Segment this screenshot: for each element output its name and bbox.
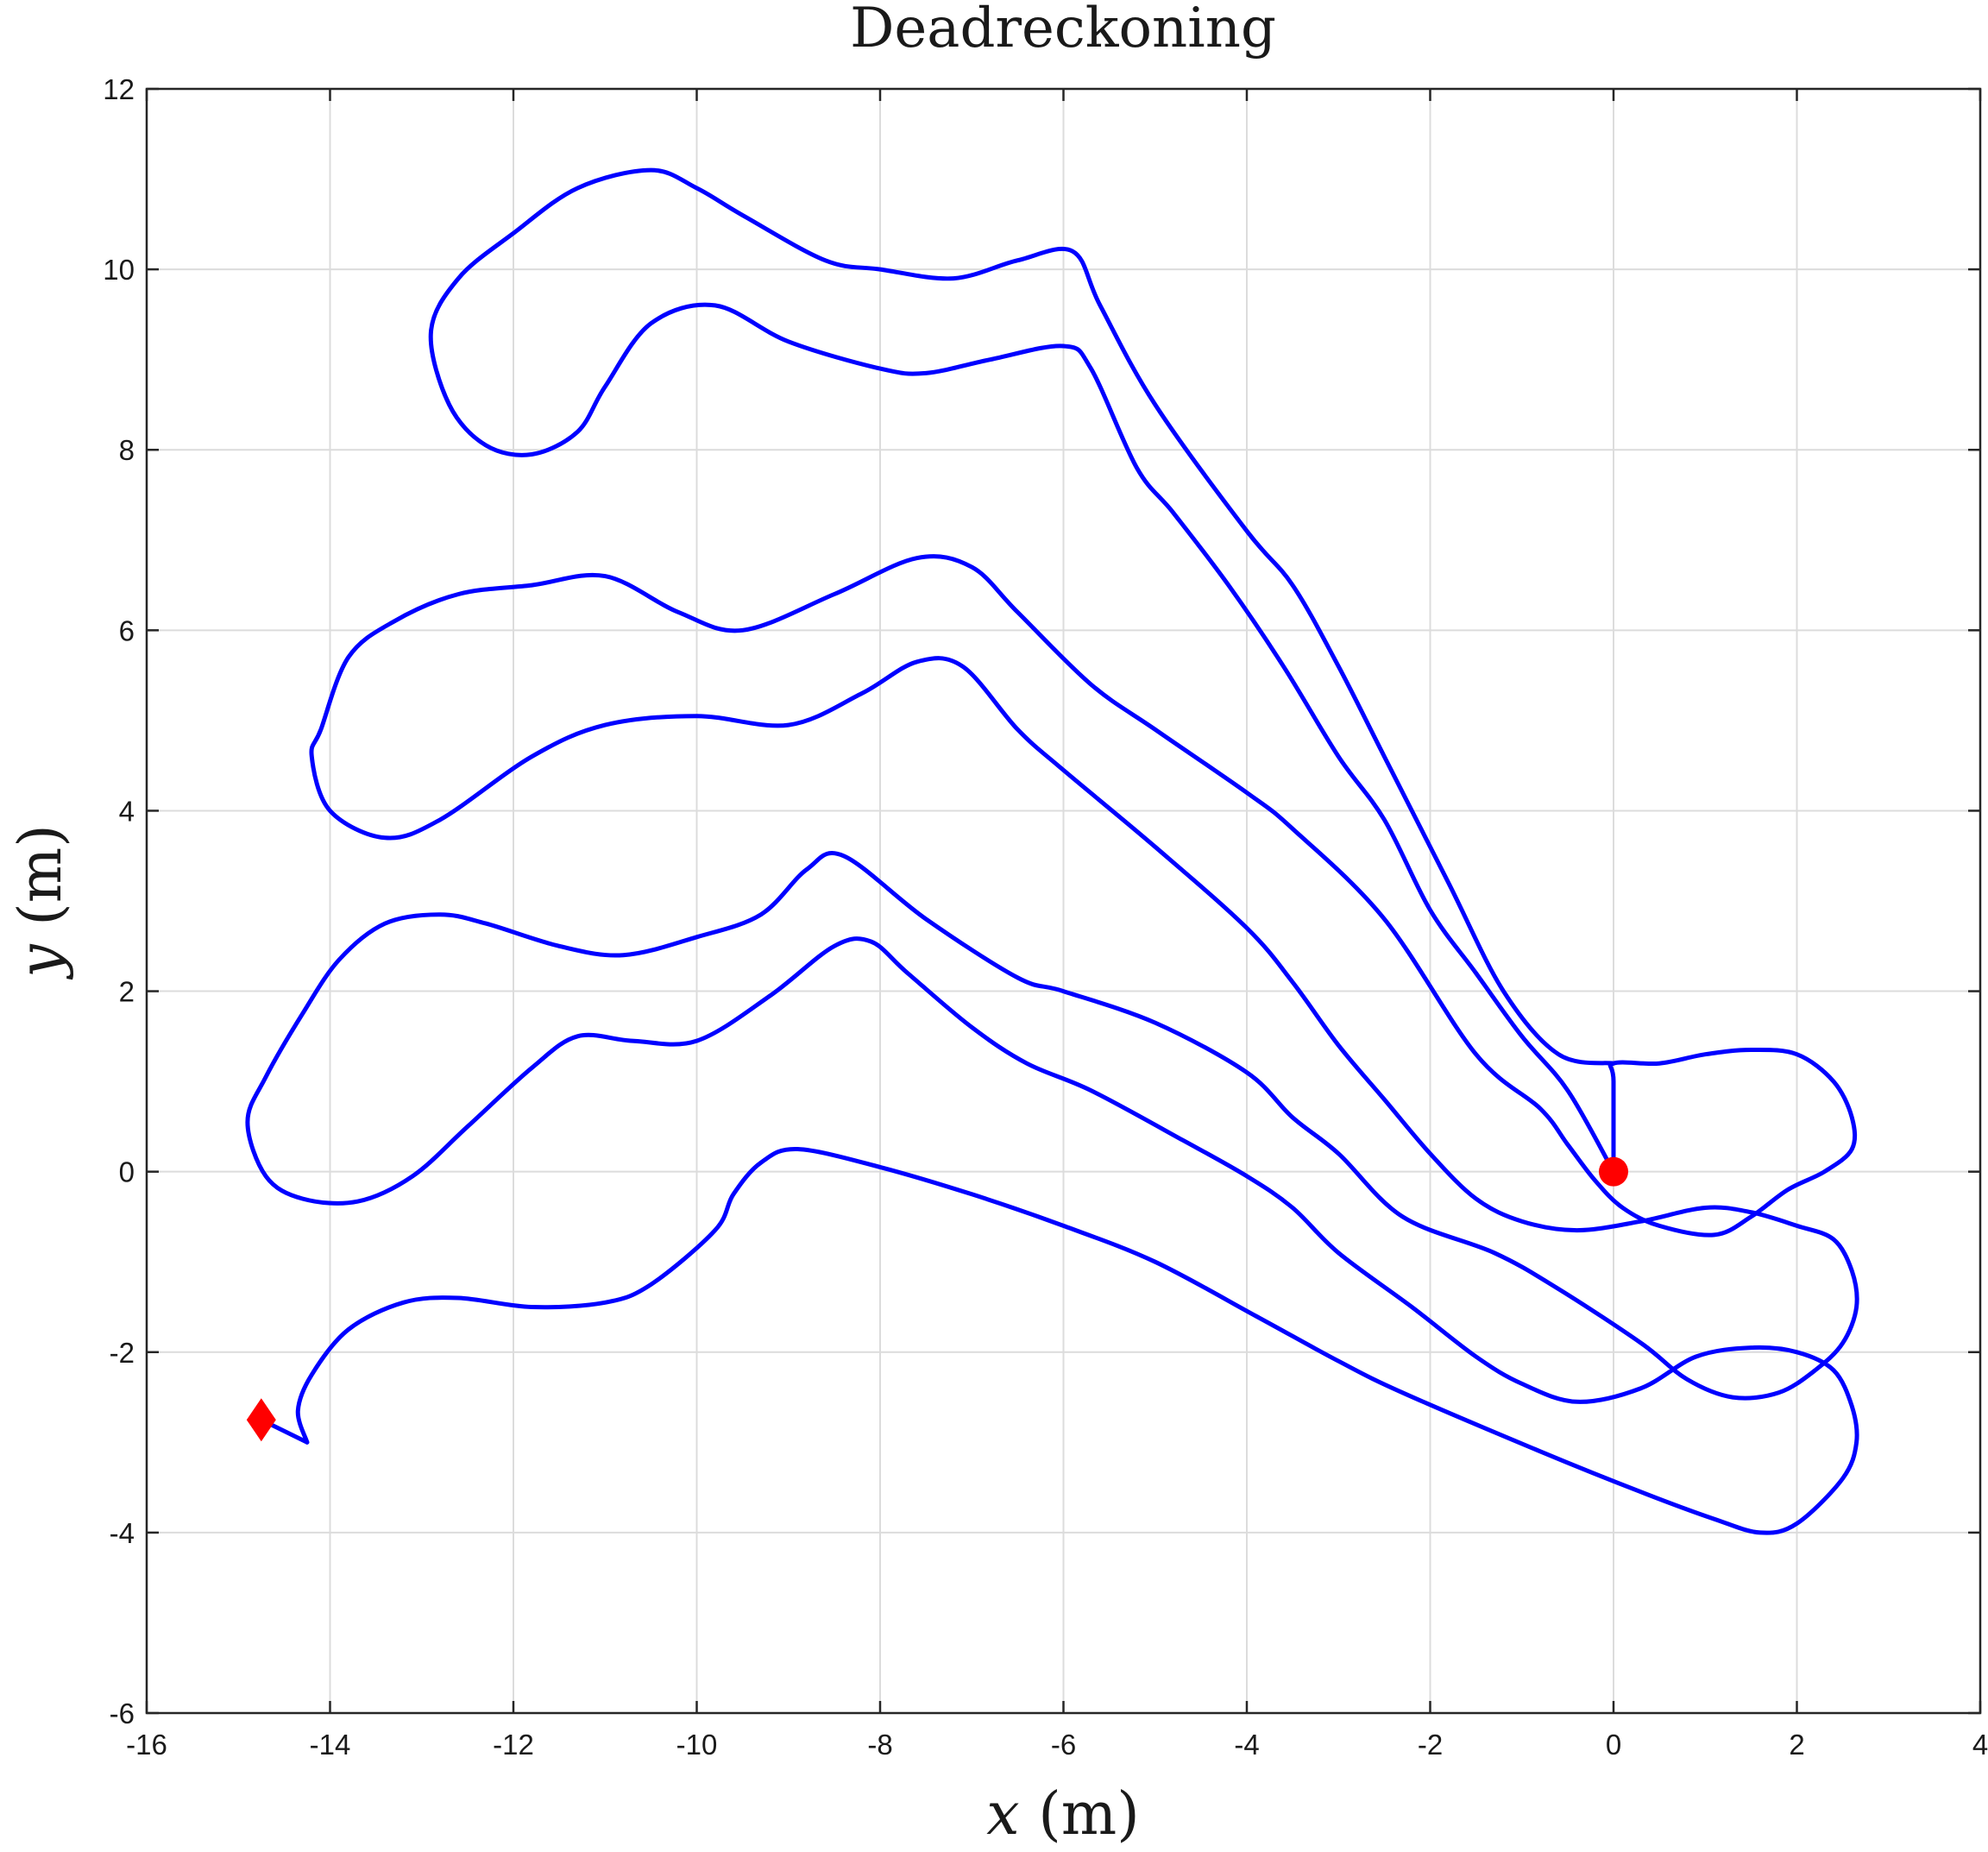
x-tick-label: -8	[867, 1729, 892, 1761]
y-tick-label: 2	[119, 976, 135, 1008]
y-tick-label: -2	[110, 1337, 135, 1369]
y-tick-label: 12	[103, 73, 135, 105]
x-tick-label: -2	[1418, 1729, 1443, 1761]
y-tick-label: 4	[119, 795, 135, 827]
y-tick-label: 0	[119, 1156, 135, 1188]
tick-labels: -16 -14 -12 -10 -8 -6 -4 -2 0 2 4 -6 -4 -2 0 2 4 6 8 10 12	[103, 73, 1988, 1761]
x-tick-label: 0	[1606, 1729, 1621, 1761]
y-tick-label: -4	[110, 1517, 135, 1549]
chart-title: Deadreckoning	[850, 0, 1276, 60]
start-marker	[1599, 1156, 1628, 1187]
y-tick-label: -6	[110, 1698, 135, 1729]
x-tick-label: -6	[1051, 1729, 1076, 1761]
x-tick-label: 2	[1789, 1729, 1804, 1761]
x-tick-label: 4	[1972, 1729, 1988, 1761]
series	[245, 167, 1859, 1535]
x-tick-label: -16	[126, 1729, 167, 1761]
grid	[147, 89, 1980, 1713]
y-tick-label: 6	[119, 614, 135, 646]
trajectory-line-3	[428, 167, 1616, 1175]
trajectory-line-1	[245, 554, 1859, 1535]
y-axis-variable: y	[7, 943, 75, 980]
x-axis-unit: (m)	[1020, 1780, 1140, 1849]
x-axis-variable: x	[986, 1780, 1019, 1849]
x-axis-label: x (m)	[986, 1780, 1140, 1849]
end-marker	[246, 1398, 276, 1442]
y-tick-label: 8	[119, 434, 135, 466]
y-axis-label: y (m)	[7, 824, 75, 980]
x-tick-label: -10	[676, 1729, 718, 1761]
x-tick-label: -14	[310, 1729, 351, 1761]
x-tick-label: -12	[493, 1729, 534, 1761]
y-axis-unit: (m)	[7, 824, 75, 944]
y-tick-label: 10	[103, 254, 135, 286]
markers	[246, 1156, 1628, 1442]
x-tick-label: -4	[1234, 1729, 1259, 1761]
tick-marks	[145, 87, 1982, 1715]
